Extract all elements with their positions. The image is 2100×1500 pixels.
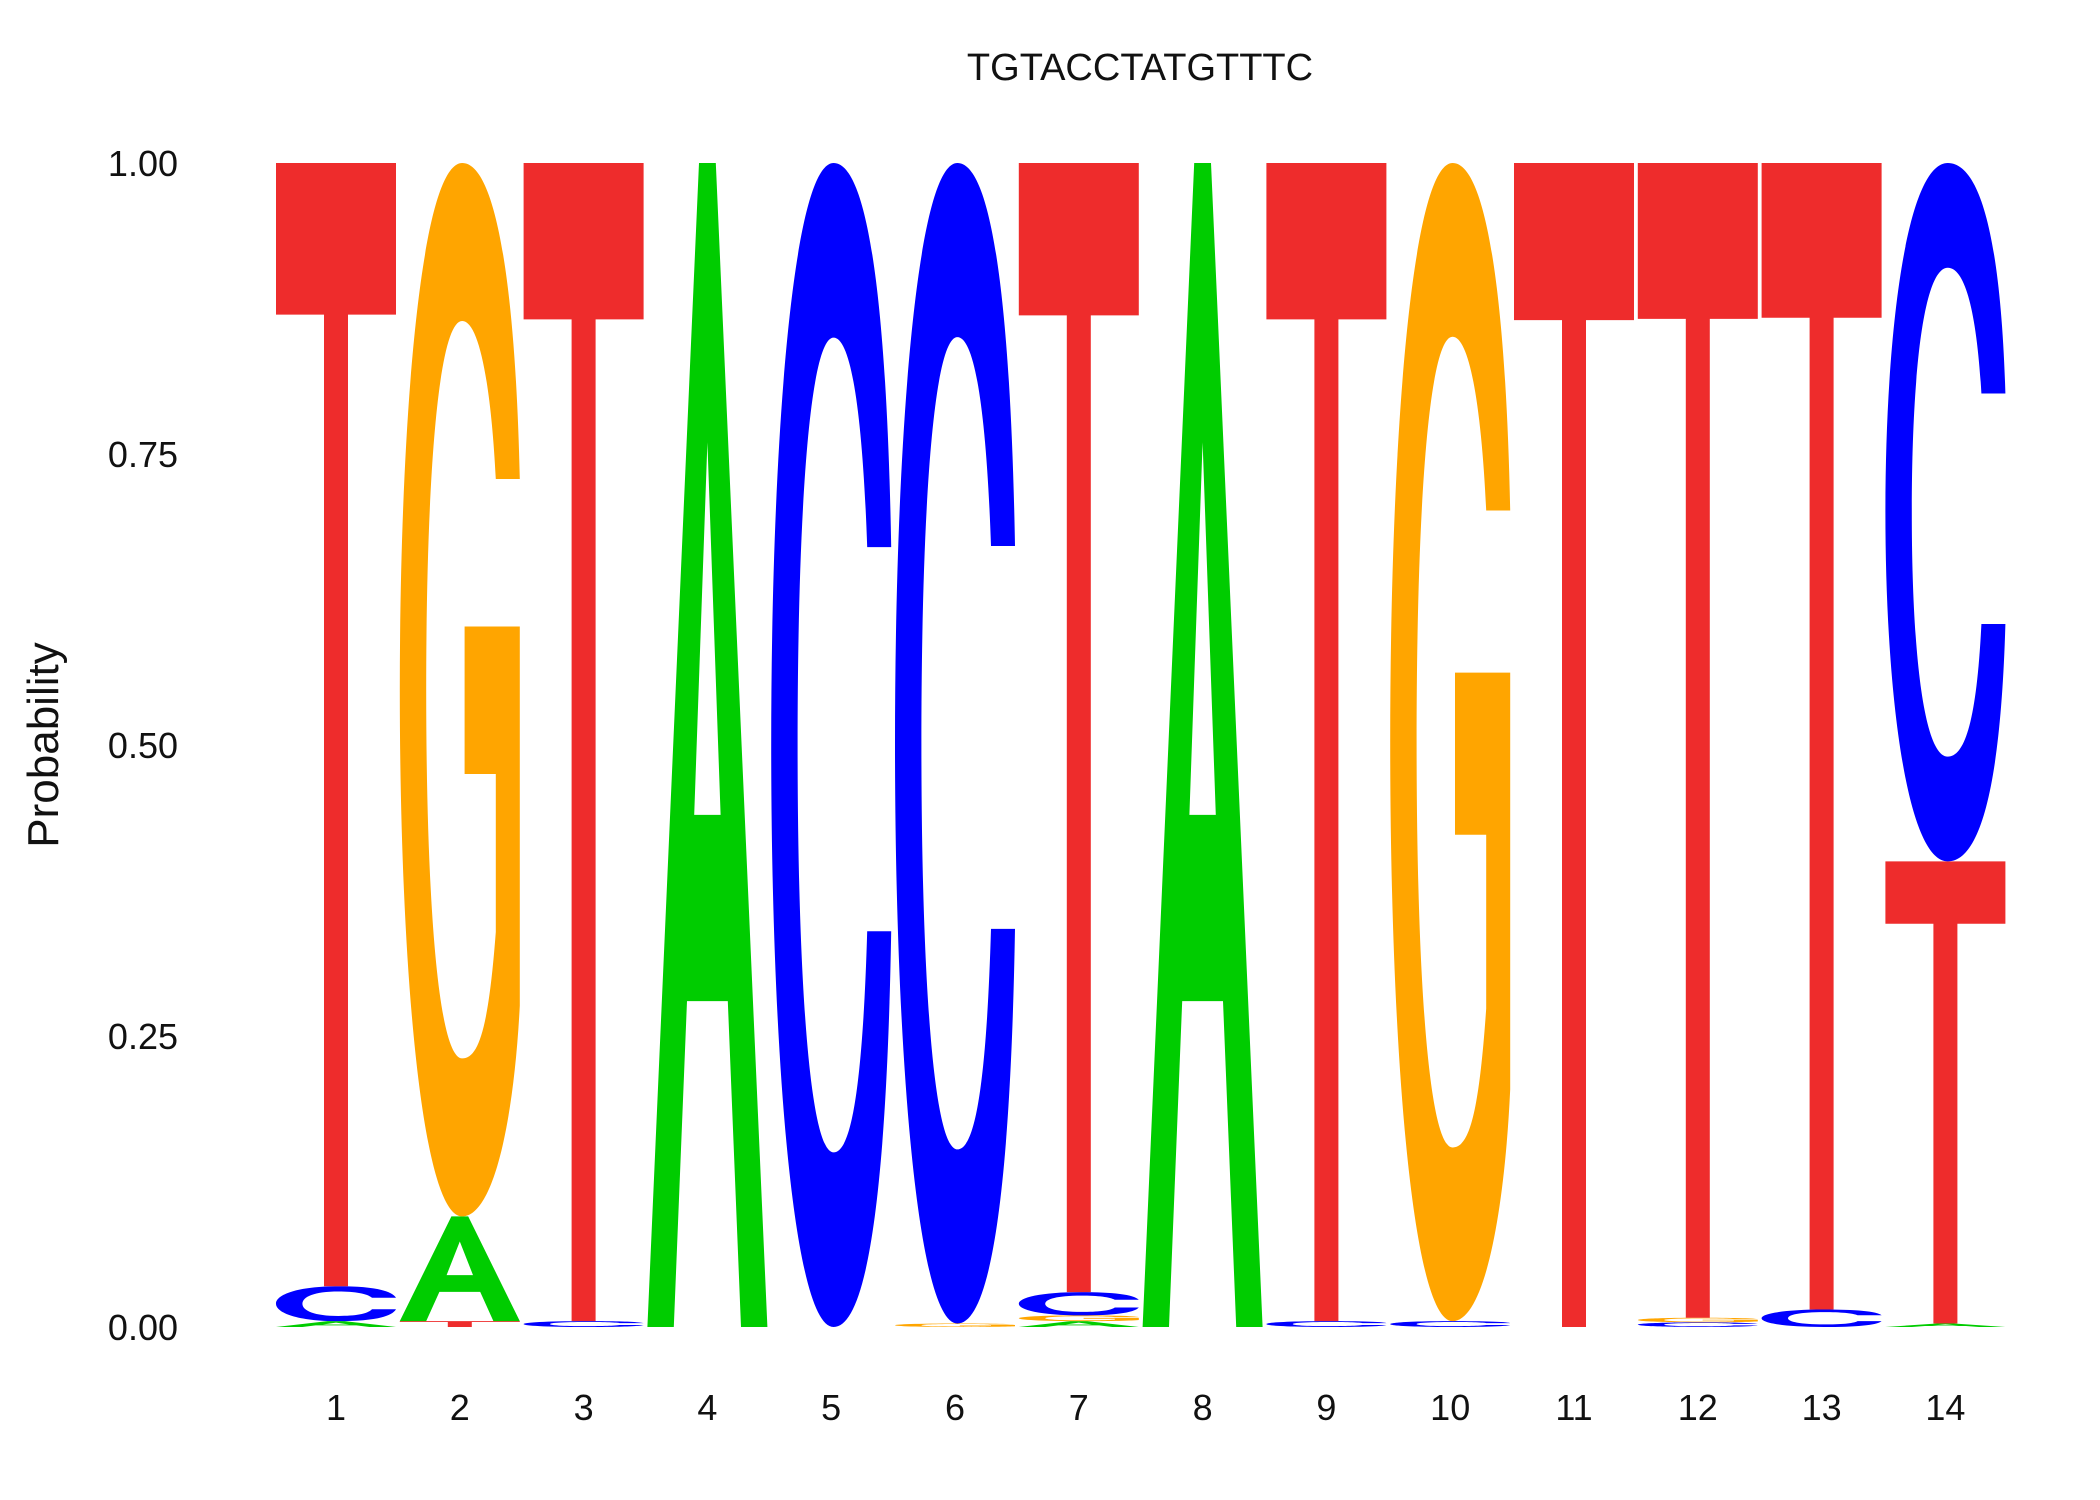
x-tick-label: 12 [1678, 1387, 1718, 1428]
logo-stack-7 [1018, 163, 1139, 1327]
x-tick-label: 14 [1925, 1387, 1965, 1428]
logo-stack-6 [895, 163, 1015, 1327]
letter-A-pos-4 [647, 163, 768, 1327]
letter-T-pos-2 [399, 1321, 520, 1327]
logo-stack-8 [1142, 163, 1263, 1327]
logo-stack-13 [1761, 163, 1882, 1327]
letter-C-pos-6 [895, 163, 1015, 1324]
logo-stack-5 [771, 163, 892, 1327]
letter-T-pos-14 [1885, 861, 2006, 1324]
letter-T-pos-12 [1637, 163, 1758, 1318]
letter-C-pos-14 [1885, 163, 2006, 862]
letter-G-pos-7 [1018, 1315, 1139, 1322]
y-axis-label: Probability [19, 642, 68, 847]
logo-stack-2 [399, 163, 520, 1327]
letter-C-pos-10 [1390, 1321, 1511, 1327]
x-tick-label: 9 [1316, 1387, 1336, 1428]
x-tick-label: 3 [574, 1387, 594, 1428]
logo-stack-1 [276, 163, 396, 1327]
x-tick-label: 13 [1802, 1387, 1842, 1428]
x-tick-label: 7 [1069, 1387, 1089, 1428]
letter-T-pos-1 [276, 163, 396, 1287]
y-tick-label: 0.50 [108, 725, 178, 766]
x-tick-label: 5 [821, 1387, 841, 1428]
letter-C-pos-13 [1761, 1309, 1882, 1327]
y-axis-ticks: 0.00 0.25 0.50 0.75 1.00 [108, 143, 178, 1348]
logo-stack-11 [1514, 163, 1634, 1327]
letter-G-pos-2 [399, 163, 520, 1217]
letter-C-pos-7 [1018, 1292, 1139, 1316]
chart-title: TGTACCTATGTTTC [967, 47, 1313, 89]
x-tick-label: 10 [1430, 1387, 1470, 1428]
y-tick-label: 0.75 [108, 434, 178, 475]
x-tick-label: 11 [1555, 1387, 1592, 1428]
x-tick-label: 4 [697, 1387, 717, 1428]
letter-G-pos-10 [1390, 163, 1511, 1322]
x-tick-label: 2 [450, 1387, 470, 1428]
logo-stack-3 [523, 163, 644, 1327]
letter-C-pos-12 [1637, 1322, 1758, 1327]
letter-T-pos-13 [1761, 163, 1882, 1310]
letter-G-pos-6 [895, 1323, 1015, 1327]
logo-stacks [276, 163, 2006, 1327]
y-tick-label: 0.00 [108, 1307, 178, 1348]
letter-C-pos-9 [1266, 1321, 1387, 1327]
letter-A-pos-2 [399, 1216, 520, 1322]
letter-A-pos-7 [1018, 1321, 1139, 1327]
letter-A-pos-14 [1885, 1323, 2006, 1327]
x-tick-label: 1 [326, 1387, 346, 1428]
letter-C-pos-5 [771, 163, 892, 1327]
logo-stack-9 [1266, 163, 1387, 1327]
logo-stack-10 [1390, 163, 1511, 1327]
letter-C-pos-3 [523, 1321, 644, 1327]
letter-A-pos-1 [276, 1321, 396, 1327]
letter-T-pos-7 [1018, 163, 1139, 1293]
letter-T-pos-3 [523, 163, 644, 1322]
letter-T-pos-11 [1514, 163, 1634, 1327]
x-tick-label: 6 [945, 1387, 965, 1428]
letter-G-pos-12 [1637, 1317, 1758, 1323]
x-tick-label: 8 [1193, 1387, 1213, 1428]
logo-stack-14 [1885, 163, 2006, 1327]
letter-C-pos-1 [276, 1286, 396, 1322]
x-axis-ticks: 1 2 3 4 5 6 7 8 9 10 11 12 13 14 [326, 1387, 1965, 1428]
logo-stack-4 [647, 163, 768, 1327]
logo-stack-12 [1637, 163, 1758, 1327]
y-tick-label: 0.25 [108, 1016, 178, 1057]
letter-T-pos-9 [1266, 163, 1387, 1322]
y-tick-label: 1.00 [108, 143, 178, 184]
letter-A-pos-8 [1142, 163, 1263, 1327]
